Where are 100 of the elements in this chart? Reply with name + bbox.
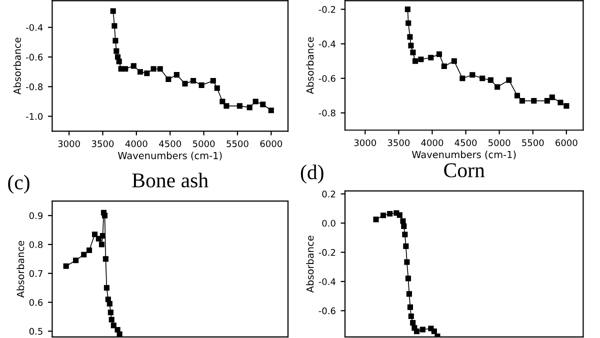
point (401, 223, 407, 229)
point (86, 247, 92, 254)
point (214, 85, 220, 91)
point (166, 76, 172, 82)
point (112, 23, 118, 29)
y-tick-label: -0.2 (318, 6, 336, 13)
x-axis-title: Wavenumbers (cm-1) (412, 150, 516, 160)
point (108, 316, 114, 322)
chart-title: Corn (444, 163, 485, 178)
point (431, 328, 437, 334)
point (410, 50, 416, 56)
text: (d) (300, 164, 324, 184)
x-tick-label: 5500 (226, 140, 248, 148)
point (480, 76, 486, 82)
point (387, 210, 393, 217)
point (268, 108, 274, 114)
point (408, 42, 414, 48)
point (114, 48, 120, 54)
x-tick-label: 6000 (260, 140, 282, 148)
point (403, 243, 409, 249)
point (210, 78, 216, 84)
point (470, 72, 476, 78)
point (114, 326, 120, 333)
point (220, 98, 226, 104)
y-tick-label: 0.2 (322, 190, 336, 198)
point (404, 259, 410, 265)
x-tick-label: 4000 (421, 139, 444, 146)
point (174, 72, 180, 78)
point (73, 258, 79, 264)
x-tick-label: 4000 (125, 140, 148, 148)
y-axis-title: Absorbance (306, 236, 314, 293)
point (114, 54, 121, 60)
point (407, 304, 413, 310)
y-tick-label: -0.6 (26, 54, 43, 61)
y-axis-title: Absorbance (16, 240, 24, 298)
point (418, 56, 424, 62)
y-tick-label: 0.0 (322, 220, 336, 227)
point (246, 104, 252, 110)
point (190, 78, 196, 84)
point (406, 20, 412, 26)
point (198, 82, 204, 88)
point (519, 98, 525, 104)
point (106, 300, 112, 307)
point (137, 69, 144, 75)
point (514, 92, 520, 98)
y-tick-label: -0.6 (318, 75, 336, 82)
point (373, 216, 379, 222)
point (404, 6, 410, 12)
y-tick-label: 0.5 (29, 328, 42, 335)
point (488, 77, 494, 83)
point (92, 232, 98, 238)
point (380, 212, 386, 218)
point (564, 103, 570, 109)
point (414, 328, 420, 334)
y-tick-label: -0.4 (318, 278, 336, 286)
point (182, 80, 188, 86)
point (260, 102, 266, 108)
point (406, 291, 412, 297)
point (116, 58, 122, 64)
point (130, 63, 136, 69)
point (407, 34, 413, 40)
x-tick-label: 5500 (522, 139, 544, 146)
point (112, 38, 118, 44)
y-tick-label: -1.0 (26, 113, 43, 120)
point (224, 103, 230, 109)
x-tick-label: 5000 (192, 140, 215, 148)
y-tick-label: -0.8 (318, 110, 336, 116)
point (410, 320, 416, 326)
x-tick-label: 4500 (159, 140, 181, 148)
y-axis-title: Absorbance (306, 37, 314, 94)
x-tick-label: 3000 (58, 140, 80, 148)
x-tick-label: 5000 (488, 139, 510, 146)
point (408, 313, 414, 320)
point (122, 66, 128, 72)
point (420, 326, 426, 332)
point (506, 77, 512, 83)
point (105, 296, 111, 302)
y-tick-label: -0.8 (26, 83, 43, 90)
point (549, 94, 555, 100)
point (108, 310, 114, 316)
y-tick-label: -0.6 (318, 307, 336, 314)
x-tick-label: 3000 (354, 139, 376, 146)
point (98, 242, 104, 248)
x-tick-label: 3500 (92, 140, 114, 148)
point (110, 8, 116, 14)
point (144, 70, 150, 76)
y-tick-label: 0.6 (29, 299, 43, 306)
y-tick-label: 0.9 (29, 212, 43, 220)
y-tick-label: 0.7 (29, 270, 42, 277)
point (81, 252, 87, 258)
point (412, 58, 418, 64)
x-axis-title: Wavenumbers (cm-1) (118, 152, 222, 160)
point (436, 51, 442, 57)
point (104, 285, 110, 291)
point (531, 98, 537, 104)
point (63, 263, 69, 269)
point (110, 322, 116, 328)
y-axis-title: Absorbance (13, 38, 21, 95)
point (102, 212, 108, 218)
point (428, 54, 434, 60)
